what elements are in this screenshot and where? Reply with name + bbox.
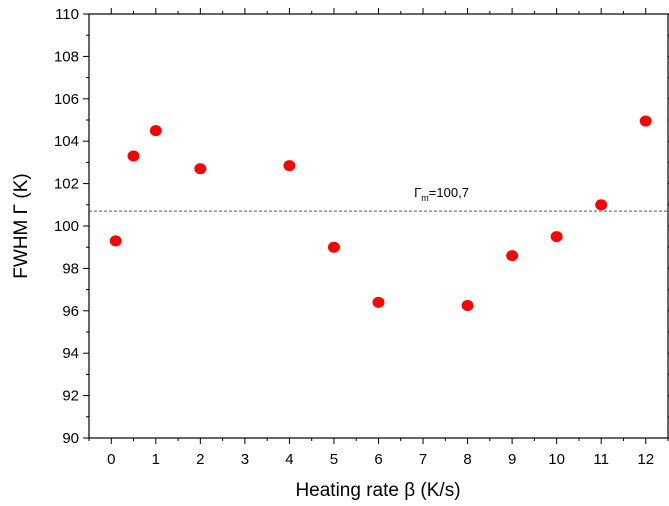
data-point <box>109 235 122 247</box>
x-tick-label: 1 <box>152 451 160 468</box>
x-tick-label: 6 <box>374 451 382 468</box>
data-points <box>109 115 652 311</box>
data-point <box>506 250 519 262</box>
x-axis-label: Heating rate β (K/s) <box>295 480 460 501</box>
plot-frame <box>88 13 669 439</box>
y-tick-label: 104 <box>54 133 79 150</box>
data-point <box>127 150 140 162</box>
axis-ticks <box>83 8 669 444</box>
x-tick-labels: 0 1 2 3 4 5 6 7 8 9 10 11 12 <box>107 451 654 468</box>
x-tick-label: 8 <box>463 451 471 468</box>
x-tick-label: 11 <box>593 451 609 468</box>
y-tick-labels: 90 92 94 96 98 100 102 104 106 108 110 <box>54 6 79 447</box>
data-point <box>550 231 563 243</box>
data-point <box>461 300 474 311</box>
x-tick-label: 2 <box>196 451 204 468</box>
x-tick-label: 10 <box>548 451 565 468</box>
y-tick-label: 98 <box>62 260 79 277</box>
x-tick-label: 7 <box>419 451 427 468</box>
x-tick-label: 12 <box>637 451 654 468</box>
y-tick-label: 92 <box>62 388 79 405</box>
y-tick-label: 94 <box>62 345 79 362</box>
data-point <box>372 296 385 308</box>
mean-reference-label: Γm=100,7 <box>414 185 469 203</box>
data-point <box>283 160 296 172</box>
data-point <box>639 115 652 127</box>
y-tick-label: 110 <box>55 6 79 23</box>
y-tick-label: 90 <box>62 430 79 447</box>
x-tick-label: 0 <box>107 451 115 468</box>
y-tick-label: 96 <box>62 303 79 320</box>
data-point <box>595 199 608 211</box>
data-point <box>149 125 162 137</box>
x-tick-label: 9 <box>508 451 516 468</box>
y-axis-label: FWHM Γ (K) <box>11 173 32 278</box>
data-point <box>194 163 207 175</box>
y-tick-label: 108 <box>54 48 79 65</box>
y-tick-label: 106 <box>54 91 79 108</box>
data-point <box>327 241 340 253</box>
y-tick-label: 100 <box>54 218 79 235</box>
x-tick-label: 5 <box>330 451 338 468</box>
y-tick-label: 102 <box>54 176 79 193</box>
x-tick-label: 3 <box>241 451 249 468</box>
x-tick-label: 4 <box>285 451 293 468</box>
